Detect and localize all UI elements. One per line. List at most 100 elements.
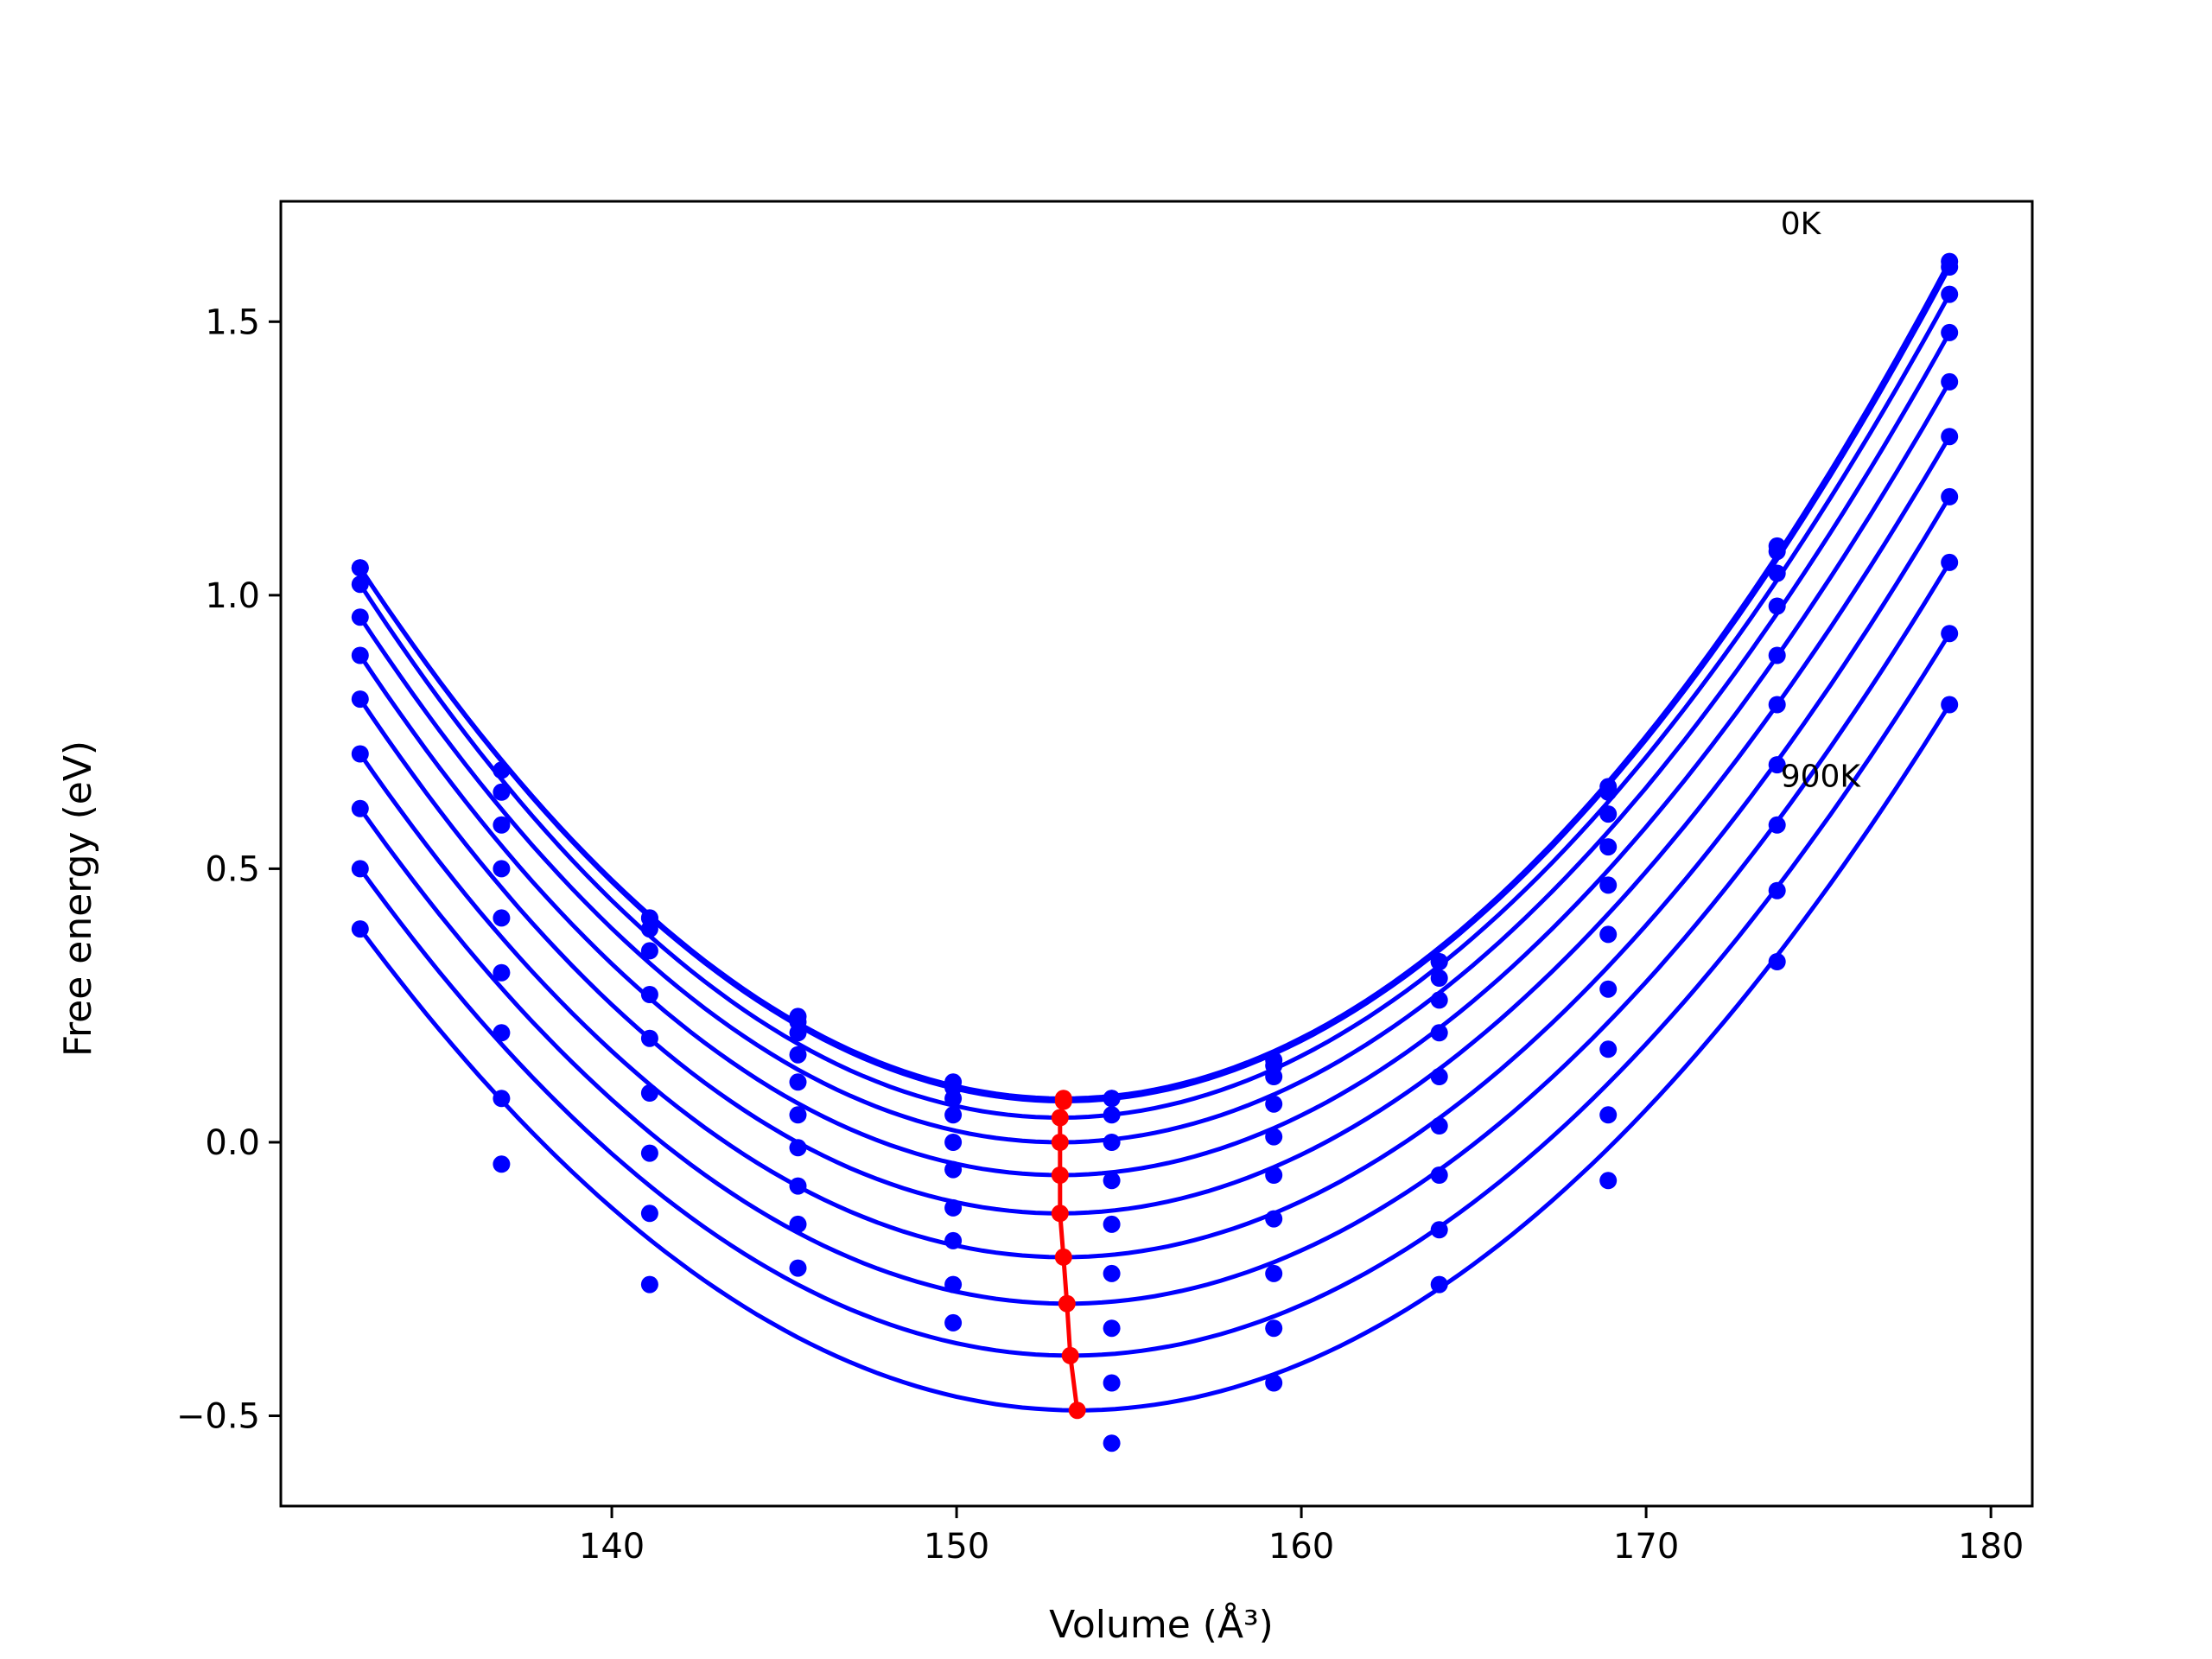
data-point-700K-10 xyxy=(1941,553,1959,571)
data-point-600K-5 xyxy=(1103,1264,1121,1282)
data-point-800K-6 xyxy=(1265,1319,1283,1338)
data-point-600K-7 xyxy=(1430,1117,1448,1135)
data-point-300K-8 xyxy=(1599,838,1618,856)
data-point-800K-1 xyxy=(493,1090,511,1108)
data-point-800K-5 xyxy=(1103,1374,1121,1392)
data-point-300K-4 xyxy=(944,1106,963,1124)
data-point-700K-5 xyxy=(1103,1319,1121,1338)
data-point-500K-7 xyxy=(1430,1068,1448,1085)
data-point-700K-7 xyxy=(1430,1166,1448,1184)
data-point-600K-1 xyxy=(493,963,511,982)
minimum-point-400K xyxy=(1051,1166,1069,1184)
data-point-800K-7 xyxy=(1430,1221,1448,1239)
data-point-100K-7 xyxy=(1430,953,1448,970)
data-point-300K-5 xyxy=(1103,1134,1121,1151)
data-point-300K-6 xyxy=(1265,1095,1283,1113)
fit-curve-700K xyxy=(358,561,1952,1306)
data-point-600K-6 xyxy=(1265,1210,1283,1228)
data-point-400K-2 xyxy=(640,986,658,1003)
data-point-200K-9 xyxy=(1768,564,1786,582)
data-point-600K-9 xyxy=(1768,756,1786,774)
data-point-400K-7 xyxy=(1430,1024,1448,1042)
data-point-600K-4 xyxy=(944,1198,963,1217)
data-point-800K-2 xyxy=(640,1205,658,1223)
data-point-300K-10 xyxy=(1941,323,1959,341)
data-point-400K-8 xyxy=(1599,876,1618,894)
x-tick-label-140: 140 xyxy=(579,1527,645,1567)
data-point-800K-8 xyxy=(1599,1106,1618,1124)
data-point-300K-3 xyxy=(789,1046,807,1064)
data-point-100K-10 xyxy=(1941,258,1959,276)
data-point-500K-6 xyxy=(1265,1166,1283,1184)
y-tick-label-0.5: 0.5 xyxy=(205,849,260,889)
fit-curve-600K xyxy=(358,495,1952,1260)
data-point-500K-0 xyxy=(351,690,369,709)
data-point-400K-1 xyxy=(493,860,511,878)
y-tick-label-1.5: 1.5 xyxy=(205,302,260,342)
data-point-500K-9 xyxy=(1768,696,1786,714)
data-point-600K-10 xyxy=(1941,487,1959,505)
data-point-200K-3 xyxy=(789,1024,807,1042)
y-axis-label: Free energy (eV) xyxy=(56,741,100,1057)
data-point-500K-10 xyxy=(1941,428,1959,446)
data-point-900K-8 xyxy=(1599,1172,1618,1190)
x-axis-label: Volume (Å³) xyxy=(1049,1601,1274,1647)
data-point-900K-6 xyxy=(1265,1374,1283,1392)
data-point-800K-10 xyxy=(1941,625,1959,643)
data-point-500K-3 xyxy=(789,1106,807,1124)
data-point-500K-8 xyxy=(1599,925,1618,944)
data-point-800K-4 xyxy=(944,1275,963,1294)
data-point-100K-8 xyxy=(1599,783,1618,801)
data-point-700K-1 xyxy=(493,1024,511,1042)
minimum-point-900K xyxy=(1068,1402,1086,1420)
data-point-500K-5 xyxy=(1103,1215,1121,1233)
data-point-900K-3 xyxy=(789,1259,807,1277)
data-point-600K-2 xyxy=(640,1084,658,1102)
data-point-400K-9 xyxy=(1768,646,1786,664)
minimum-point-700K xyxy=(1058,1294,1076,1313)
data-point-600K-0 xyxy=(351,745,369,763)
data-point-900K-2 xyxy=(640,1275,658,1294)
data-point-200K-6 xyxy=(1265,1068,1283,1085)
y-tick-label-0: 0.0 xyxy=(205,1123,260,1163)
data-point-200K-4 xyxy=(944,1090,963,1108)
data-point-700K-8 xyxy=(1599,1040,1618,1058)
data-point-500K-4 xyxy=(944,1160,963,1179)
data-point-800K-0 xyxy=(351,860,369,878)
data-point-200K-5 xyxy=(1103,1106,1121,1124)
data-point-400K-10 xyxy=(1941,372,1959,391)
data-point-100K-5 xyxy=(1103,1090,1121,1108)
fit-curve-300K xyxy=(358,331,1952,1145)
data-point-800K-9 xyxy=(1768,881,1786,899)
data-point-300K-9 xyxy=(1768,597,1786,615)
data-point-500K-2 xyxy=(640,1029,658,1047)
data-point-800K-3 xyxy=(789,1215,807,1233)
data-point-200K-7 xyxy=(1430,969,1448,987)
data-point-400K-0 xyxy=(351,646,369,664)
data-point-500K-1 xyxy=(493,909,511,927)
minimum-point-300K xyxy=(1051,1134,1069,1151)
data-point-900K-5 xyxy=(1103,1434,1121,1452)
data-point-700K-2 xyxy=(640,1144,658,1162)
data-point-400K-4 xyxy=(944,1134,963,1151)
data-point-200K-0 xyxy=(351,575,369,594)
data-point-400K-3 xyxy=(789,1073,807,1091)
data-point-100K-1 xyxy=(493,761,511,779)
data-point-300K-0 xyxy=(351,608,369,626)
data-point-900K-0 xyxy=(351,920,369,938)
y-tick-label-1: 1.0 xyxy=(205,576,260,616)
plot-frame xyxy=(279,200,2034,1508)
data-point-200K-2 xyxy=(640,920,658,938)
minimum-point-800K xyxy=(1061,1346,1079,1364)
data-point-400K-6 xyxy=(1265,1128,1283,1146)
x-tick-label-170: 170 xyxy=(1613,1527,1679,1567)
data-point-900K-1 xyxy=(493,1155,511,1173)
fit-curve-200K xyxy=(358,293,1952,1121)
fit-curve-800K xyxy=(358,632,1952,1358)
minimum-point-500K xyxy=(1051,1205,1069,1223)
data-point-700K-0 xyxy=(351,799,369,817)
data-point-700K-4 xyxy=(944,1231,963,1249)
data-point-100K-0 xyxy=(351,559,369,577)
data-point-200K-10 xyxy=(1941,285,1959,303)
